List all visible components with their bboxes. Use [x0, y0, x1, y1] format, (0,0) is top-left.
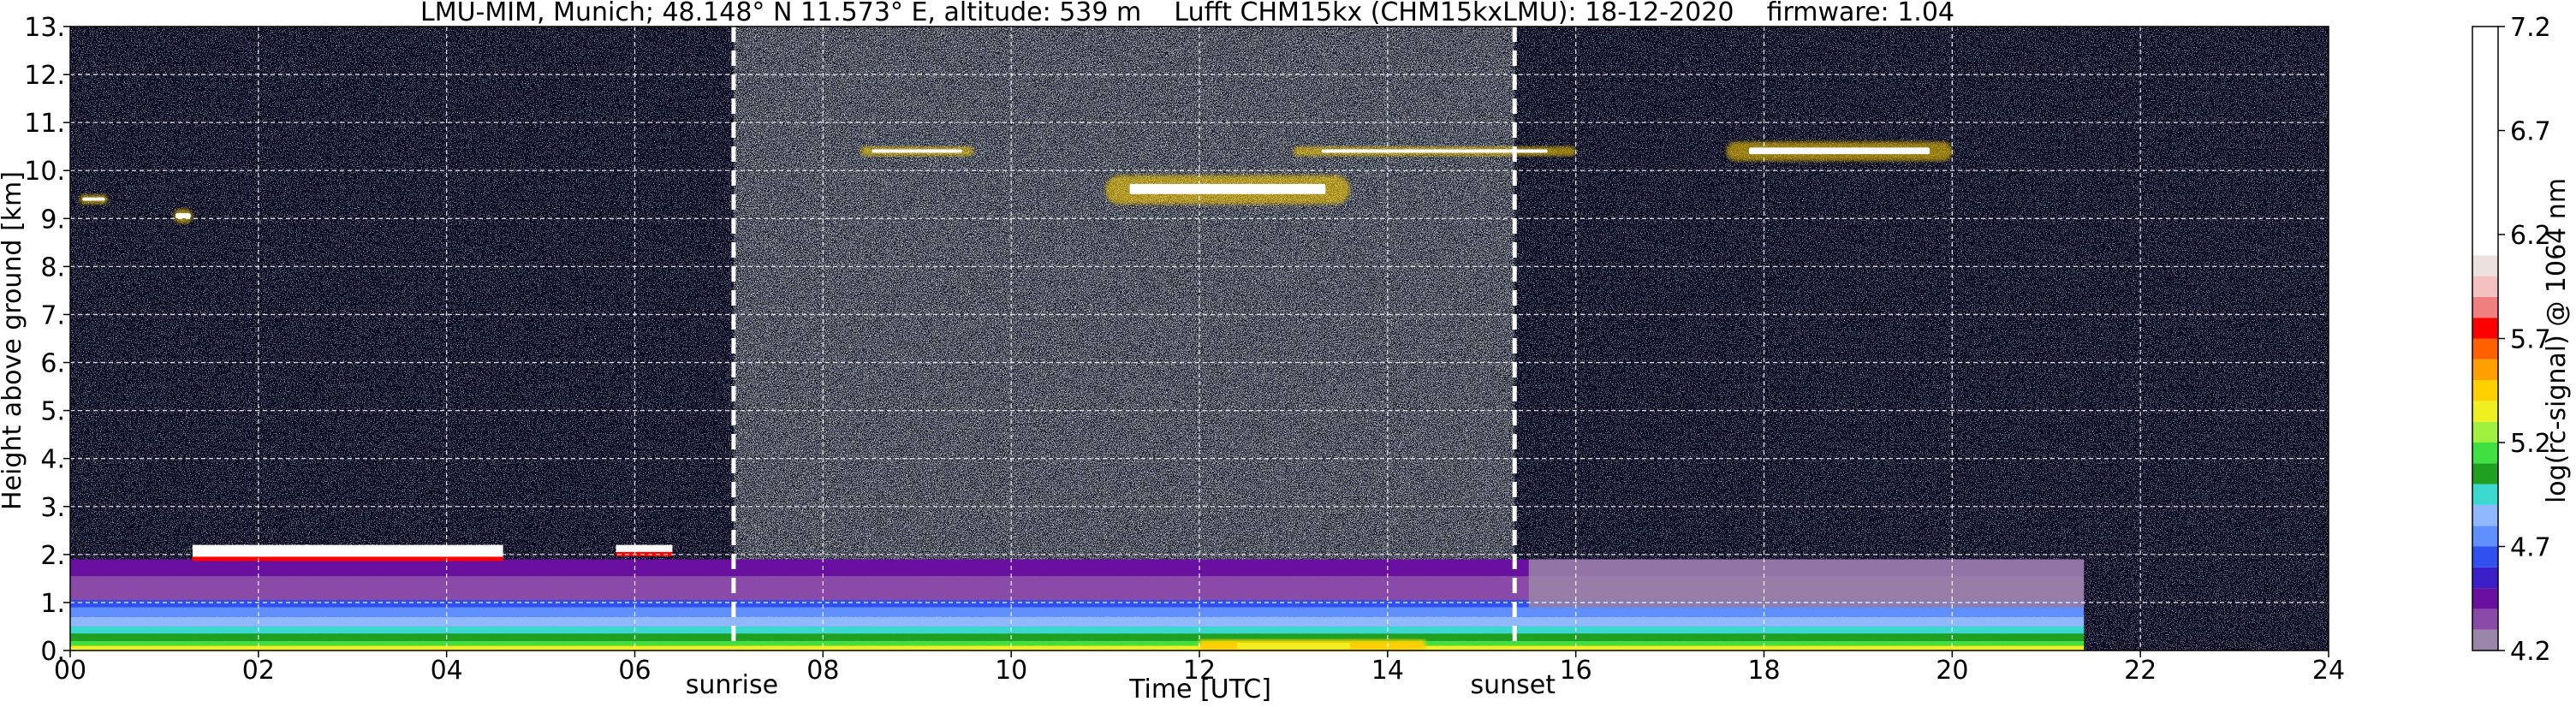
colorbar-band: [2472, 276, 2498, 297]
low-cloud-core: [616, 544, 673, 555]
event-markers: sunrise sunset: [686, 27, 1556, 700]
y-tick-label: 12.: [24, 61, 65, 91]
y-tick-label: 10.: [24, 157, 65, 187]
cirrus-core: [1748, 147, 1930, 155]
y-tick-label: 4.: [40, 445, 65, 475]
x-tick-label: 18: [1747, 656, 1780, 686]
x-tick-label: 14: [1371, 656, 1404, 686]
boundary-layer-band: [70, 633, 2085, 641]
colorbar-tick-label: 4.2: [2510, 637, 2551, 667]
boundary-layer-band: [70, 640, 2085, 646]
y-tick-label: 0.: [40, 637, 65, 667]
colorbar-band: [2472, 318, 2498, 339]
low-cloud: [192, 544, 503, 561]
cirrus-cloud: [173, 209, 193, 223]
cirrus-core: [1129, 183, 1326, 194]
boundary-layer-band: [70, 600, 2085, 608]
colorbar-band: [2472, 401, 2498, 422]
colorbar-band: [2472, 504, 2498, 526]
colorbar-tick-label: 5.7: [2510, 325, 2551, 355]
colorbar-band: [2472, 338, 2498, 359]
y-tick-label: 7.: [40, 300, 65, 330]
chart-title: LMU-MIM, Munich; 48.148° N 11.573° E, al…: [420, 0, 1954, 27]
colorbar-band: [2472, 296, 2498, 318]
colorbar: 4.2 4.7 5.2 5.7 6.2 6.7 7.2: [2472, 13, 2551, 667]
low-cloud-base: [192, 556, 503, 561]
colorbar-band: [2472, 546, 2498, 567]
residual-layer: [1528, 559, 2085, 608]
x-tick-label: 20: [1936, 656, 1968, 686]
x-tick-label: 06: [618, 656, 651, 686]
colorbar-band: [2472, 567, 2498, 589]
boundary-layer-band: [70, 645, 2085, 651]
colorbar-band: [2472, 359, 2498, 381]
y-tick-label: 1.: [40, 589, 65, 619]
x-tick-label: 10: [995, 656, 1027, 686]
colorbar-band: [2472, 255, 2498, 276]
x-tick-label: 22: [2124, 656, 2157, 686]
boundary-layer-band: [70, 616, 2085, 627]
cirrus-core: [872, 149, 963, 153]
y-tick-label: 6.: [40, 349, 65, 379]
colorbar-label: log(rc-signal) @ 1064 nm: [2542, 178, 2572, 503]
colorbar-band: [2472, 609, 2498, 630]
colorbar-band: [2472, 588, 2498, 609]
cirrus-cloud: [860, 146, 974, 157]
cirrus-core: [1321, 149, 1548, 153]
boundary-layer-band: [70, 626, 2085, 634]
x-tick-label: 16: [1560, 656, 1592, 686]
cirrus-cloud: [79, 194, 108, 205]
daytime-noise-warm: [733, 27, 1515, 651]
boundary-layer-band: [70, 607, 2085, 617]
colorbar-band: [2472, 484, 2498, 505]
colorbar-tick-label: 6.2: [2510, 221, 2551, 251]
colorbar-band: [2472, 463, 2498, 484]
y-tick-label: 3.: [40, 493, 65, 523]
x-tick-label: 04: [431, 656, 463, 686]
cirrus-cloud: [1105, 175, 1350, 205]
sunset-label: sunset: [1470, 670, 1556, 700]
x-axis-ticks: 00 02 04 06 08 10 12 14 16 18 20 22 24: [54, 651, 2345, 686]
x-tick-label: 12: [1183, 656, 1216, 686]
colorbar-band: [2472, 27, 2498, 256]
y-tick-label: 2.: [40, 541, 65, 571]
colorbar-band: [2472, 629, 2498, 651]
x-tick-label: 08: [806, 656, 839, 686]
cirrus-cloud: [1726, 141, 1953, 162]
colorbar-tick-label: 7.2: [2510, 13, 2551, 43]
y-tick-label: 13.: [24, 13, 65, 43]
y-tick-label: 9.: [40, 205, 65, 235]
colorbar-band: [2472, 421, 2498, 443]
colorbar-band: [2472, 380, 2498, 401]
sunrise-label: sunrise: [686, 670, 778, 700]
x-tick-label: 24: [2312, 656, 2345, 686]
colorbar-tick-label: 5.2: [2510, 429, 2551, 459]
y-axis-label: Height above ground [km]: [0, 171, 27, 510]
colorbar-band: [2472, 443, 2498, 464]
colorbar-tick-label: 4.7: [2510, 533, 2551, 563]
low-cloud-core: [192, 544, 503, 560]
y-tick-label: 8.: [40, 253, 65, 282]
y-tick-label: 11.: [24, 109, 65, 139]
cirrus-core: [82, 197, 105, 201]
cirrus-core: [176, 213, 191, 219]
colorbar-tick-label: 6.7: [2510, 117, 2551, 147]
x-tick-label: 02: [242, 656, 275, 686]
surface-maximum-core: [1236, 643, 1350, 649]
cirrus-cloud: [1293, 146, 1576, 157]
x-axis-label: Time [UTC]: [1128, 674, 1271, 704]
grid: [70, 27, 2329, 651]
y-tick-label: 5.: [40, 397, 65, 427]
y-axis-ticks: 0. 1. 2. 3. 4. 5. 6. 7. 8. 9. 10. 11. 12. 13.: [24, 13, 70, 667]
colorbar-band: [2472, 526, 2498, 547]
x-tick-label: 00: [54, 656, 86, 686]
